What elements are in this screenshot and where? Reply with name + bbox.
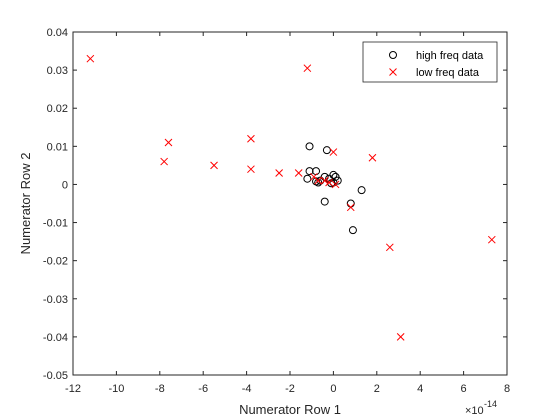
x-point-stroke — [86, 54, 95, 63]
x-point-stroke — [314, 176, 323, 185]
x-tick-label: 0 — [330, 383, 336, 395]
x-point — [86, 54, 95, 63]
x-point — [329, 148, 338, 156]
x-point — [487, 235, 496, 244]
x-point — [320, 176, 329, 185]
x-tick-label: -4 — [242, 383, 252, 395]
x-multiplier-base: ×10 — [465, 405, 484, 417]
x-point — [303, 64, 312, 73]
x-point — [160, 157, 168, 166]
x-point-stroke — [164, 138, 173, 147]
x-point — [368, 153, 377, 162]
x-multiplier-exponent: -14 — [484, 399, 497, 409]
x-axis-multiplier: ×10 -14 — [465, 399, 497, 417]
x-tick-label: -8 — [155, 383, 165, 395]
y-axis-label: Numerator Row 2 — [18, 153, 33, 255]
circle-point — [357, 186, 366, 195]
axis-tick-labels: -12 -10 -8 -6 -4 -2 0 2 4 6 8 -0.05 -0.04 -0.03 -0.02 -… — [43, 27, 510, 395]
legend-box — [362, 41, 498, 83]
x-point-stroke — [275, 169, 284, 177]
x-tick-label: 8 — [504, 383, 510, 395]
x-point — [275, 169, 284, 177]
series-low-freq — [86, 54, 496, 341]
y-tick-label: -0.02 — [43, 256, 68, 268]
circle-point — [322, 146, 331, 155]
y-tick-label: 0 — [62, 179, 68, 191]
x-tick-label: 2 — [374, 383, 380, 395]
circle-point — [331, 172, 340, 181]
x-axis-label: Numerator Row 1 — [239, 402, 341, 417]
legend-label-high-freq: high freq data — [416, 50, 484, 62]
x-point-stroke — [325, 178, 333, 187]
x-point — [331, 180, 340, 189]
x-point-stroke — [247, 165, 255, 174]
y-tick-label: 0.04 — [47, 27, 68, 39]
x-tick-label: 4 — [417, 383, 423, 395]
circle-point — [348, 226, 357, 235]
x-point-stroke — [294, 169, 303, 177]
y-tick-label: -0.03 — [43, 294, 68, 306]
y-tick-label: 0.01 — [47, 141, 68, 153]
x-point — [294, 169, 303, 177]
legend: high freq data low freq data — [362, 41, 498, 83]
x-point-stroke — [331, 180, 340, 189]
x-point-stroke — [247, 134, 255, 143]
x-tick-label: -10 — [108, 383, 124, 395]
x-tick-label: 6 — [461, 383, 467, 395]
data-marks — [86, 54, 496, 341]
circle-point — [303, 174, 312, 183]
x-point — [314, 176, 323, 185]
legend-x-marker — [389, 68, 397, 76]
y-tick-label: 0.03 — [47, 65, 68, 77]
x-point — [247, 165, 255, 174]
x-point-stroke — [329, 148, 338, 156]
x-point — [247, 134, 255, 143]
x-point-stroke — [346, 203, 355, 212]
axis-ticks — [72, 31, 508, 376]
x-point — [325, 178, 333, 187]
y-tick-label: -0.04 — [43, 332, 68, 344]
circle-point — [305, 142, 314, 151]
x-point-stroke — [385, 243, 394, 252]
x-point-stroke — [320, 176, 329, 185]
circle-point — [333, 176, 342, 185]
legend-circle-marker — [389, 51, 397, 59]
x-point-stroke — [210, 161, 218, 170]
y-tick-label: 0.02 — [47, 103, 68, 115]
y-tick-label: -0.05 — [43, 370, 68, 382]
legend-entries: high freq data low freq data — [389, 50, 484, 79]
circle-point — [314, 178, 323, 187]
x-point — [346, 203, 355, 212]
x-point-stroke — [396, 333, 405, 341]
circle-point — [320, 197, 329, 206]
x-point-stroke — [160, 157, 168, 166]
plot-area — [73, 32, 507, 375]
x-point-stroke — [303, 64, 312, 73]
x-point — [385, 243, 394, 252]
x-tick-label: -2 — [285, 383, 295, 395]
x-tick-label: -6 — [198, 383, 208, 395]
legend-label-low-freq: low freq data — [416, 67, 480, 79]
y-tick-label: -0.01 — [43, 218, 68, 230]
x-point-stroke — [487, 235, 496, 244]
x-point — [396, 333, 405, 341]
circle-point — [329, 170, 338, 179]
x-tick-label: -12 — [65, 383, 81, 395]
x-point — [210, 161, 218, 170]
x-point-stroke — [368, 153, 377, 162]
x-point — [164, 138, 173, 147]
x-point-stroke — [310, 172, 318, 181]
